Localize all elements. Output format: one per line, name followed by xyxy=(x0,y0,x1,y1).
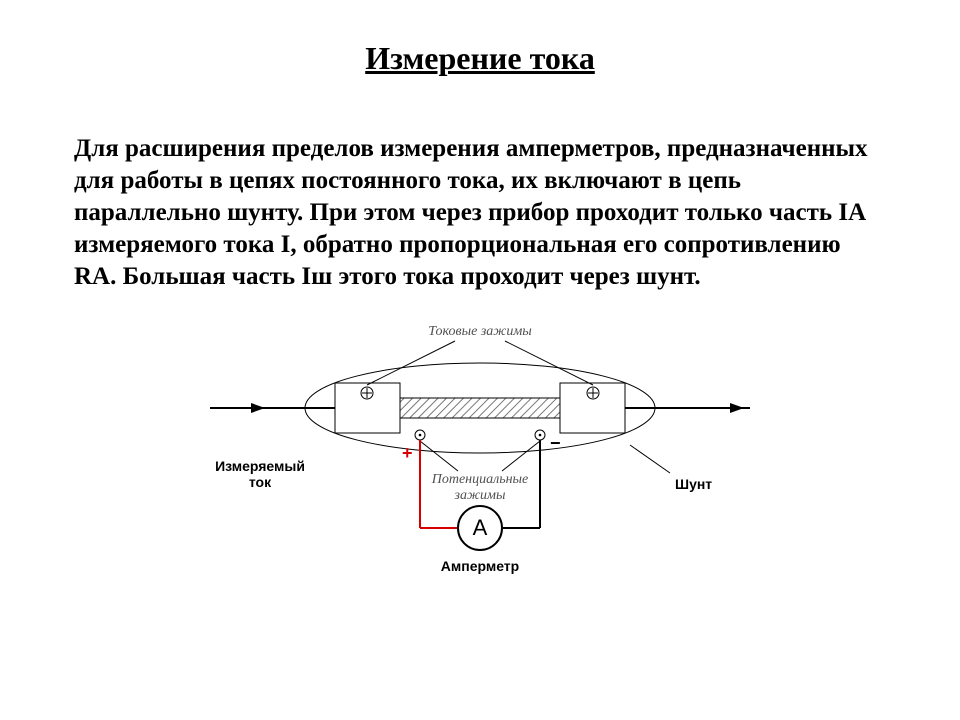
svg-text:А: А xyxy=(473,515,488,540)
paragraph-text: Для расширения пределов измерения амперм… xyxy=(70,133,890,293)
svg-text:ток: ток xyxy=(249,474,272,490)
svg-text:Токовые зажимы: Токовые зажимы xyxy=(428,324,531,339)
svg-text:Шунт: Шунт xyxy=(675,476,712,492)
svg-text:Потенциальные: Потенциальные xyxy=(431,472,529,487)
svg-text:Амперметр: Амперметр xyxy=(441,558,519,574)
page-title: Измерение тока xyxy=(70,40,890,77)
svg-text:−: − xyxy=(550,433,561,453)
svg-text:Измеряемый: Измеряемый xyxy=(215,458,305,474)
shunt-diagram: А + − Токовые зажимы Потенциальныезажимы Изме… xyxy=(70,313,890,598)
svg-text:+: + xyxy=(402,443,413,463)
svg-text:зажимы: зажимы xyxy=(454,488,506,503)
